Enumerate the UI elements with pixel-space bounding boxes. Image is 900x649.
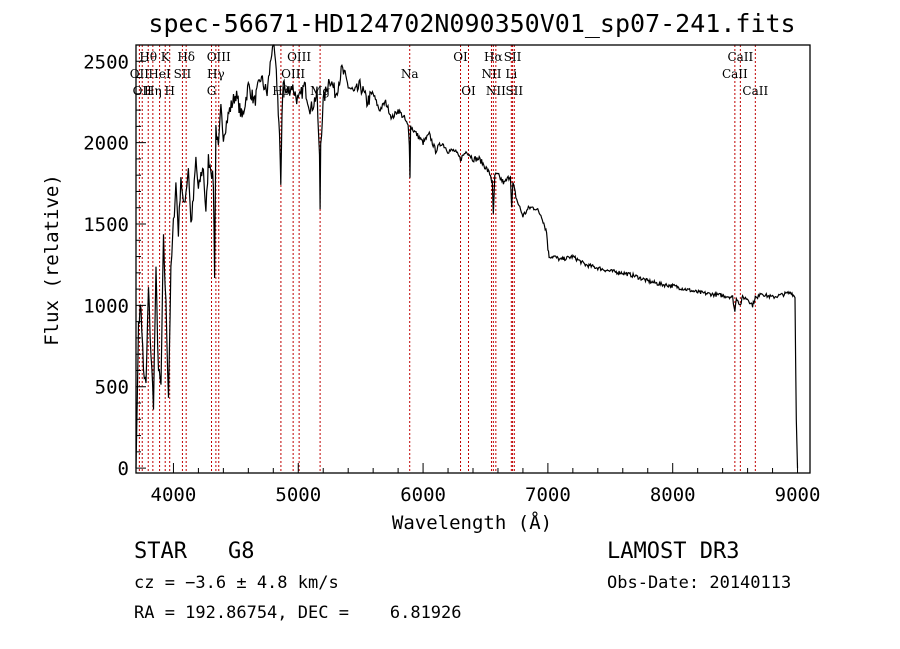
y-tick-label-1: 500 xyxy=(95,377,129,399)
marker-label-18: OI xyxy=(461,84,476,98)
marker-label-9: G xyxy=(207,84,217,98)
marker-label-6: H xyxy=(164,84,174,98)
marker-label-20: Hα xyxy=(484,50,503,64)
chart-title: spec-56671-HD124702N090350V01_sp07-241.f… xyxy=(148,9,795,38)
object-class: STAR xyxy=(134,539,187,564)
x-axis-label: Wavelength (Å) xyxy=(392,511,552,534)
marker-label-24: SII xyxy=(505,84,523,98)
y-axis-ticks: 0 500 1000 1500 2000 2500 xyxy=(83,51,146,480)
coordinates: RA = 192.86754, DEC = 6.81926 xyxy=(134,603,462,623)
x-axis-ticks: 4000 5000 6000 7000 8000 9000 xyxy=(151,463,821,506)
x-tick-label-2: 6000 xyxy=(400,484,446,506)
plot-frame xyxy=(135,44,811,474)
x-tick-label-5: 9000 xyxy=(775,484,821,506)
marker-label-2: Hθ xyxy=(139,50,157,64)
object-subclass: G8 xyxy=(228,539,255,564)
marker-label-11: OIII xyxy=(207,50,231,64)
marker-label-23: SII xyxy=(504,50,522,64)
flux-series-line xyxy=(135,44,799,469)
marker-label-22: Li xyxy=(505,67,517,81)
x-tick-label-1: 5000 xyxy=(275,484,321,506)
marker-label-16: Na xyxy=(401,67,419,81)
x-tick-label-3: 7000 xyxy=(525,484,571,506)
spectral-line-markers xyxy=(138,45,756,473)
marker-label-3: Hη xyxy=(144,84,162,98)
marker-label-4: HeI xyxy=(148,67,171,81)
marker-label-8: Hδ xyxy=(177,50,195,64)
marker-label-19: NII xyxy=(481,67,501,81)
y-tick-label-2: 1000 xyxy=(83,295,129,317)
marker-label-13: OIII xyxy=(281,67,305,81)
redshift-velocity: cz = −3.6 ± 4.8 km/s xyxy=(134,573,339,593)
marker-label-21: NII xyxy=(486,84,506,98)
marker-label-25: CaII xyxy=(722,67,748,81)
marker-label-5: K xyxy=(161,50,171,64)
survey-name: LAMOST DR3 xyxy=(607,539,740,564)
y-tick-label-3: 1500 xyxy=(83,214,129,236)
y-tick-label-0: 0 xyxy=(118,458,129,480)
y-tick-label-4: 2000 xyxy=(83,133,129,155)
y-tick-label-5: 2500 xyxy=(83,51,129,73)
observation-date: Obs-Date: 20140113 xyxy=(607,573,792,593)
marker-label-1: OII xyxy=(133,84,153,98)
marker-label-26: CaII xyxy=(727,50,753,64)
spectral-line-labels: OIIOIIHθHηHeIKHSIIHδGHγOIIIHβOIIIOIIIMgN… xyxy=(130,50,769,98)
marker-label-17: OI xyxy=(453,50,468,64)
x-tick-label-4: 8000 xyxy=(650,484,696,506)
marker-label-10: Hγ xyxy=(207,67,225,81)
marker-label-27: CaII xyxy=(742,84,768,98)
y-axis-label: Flux (relative) xyxy=(41,174,63,346)
marker-label-0: OII xyxy=(130,67,150,81)
marker-label-7: SII xyxy=(174,67,192,81)
marker-label-14: OIII xyxy=(287,50,311,64)
x-tick-label-0: 4000 xyxy=(151,484,197,506)
